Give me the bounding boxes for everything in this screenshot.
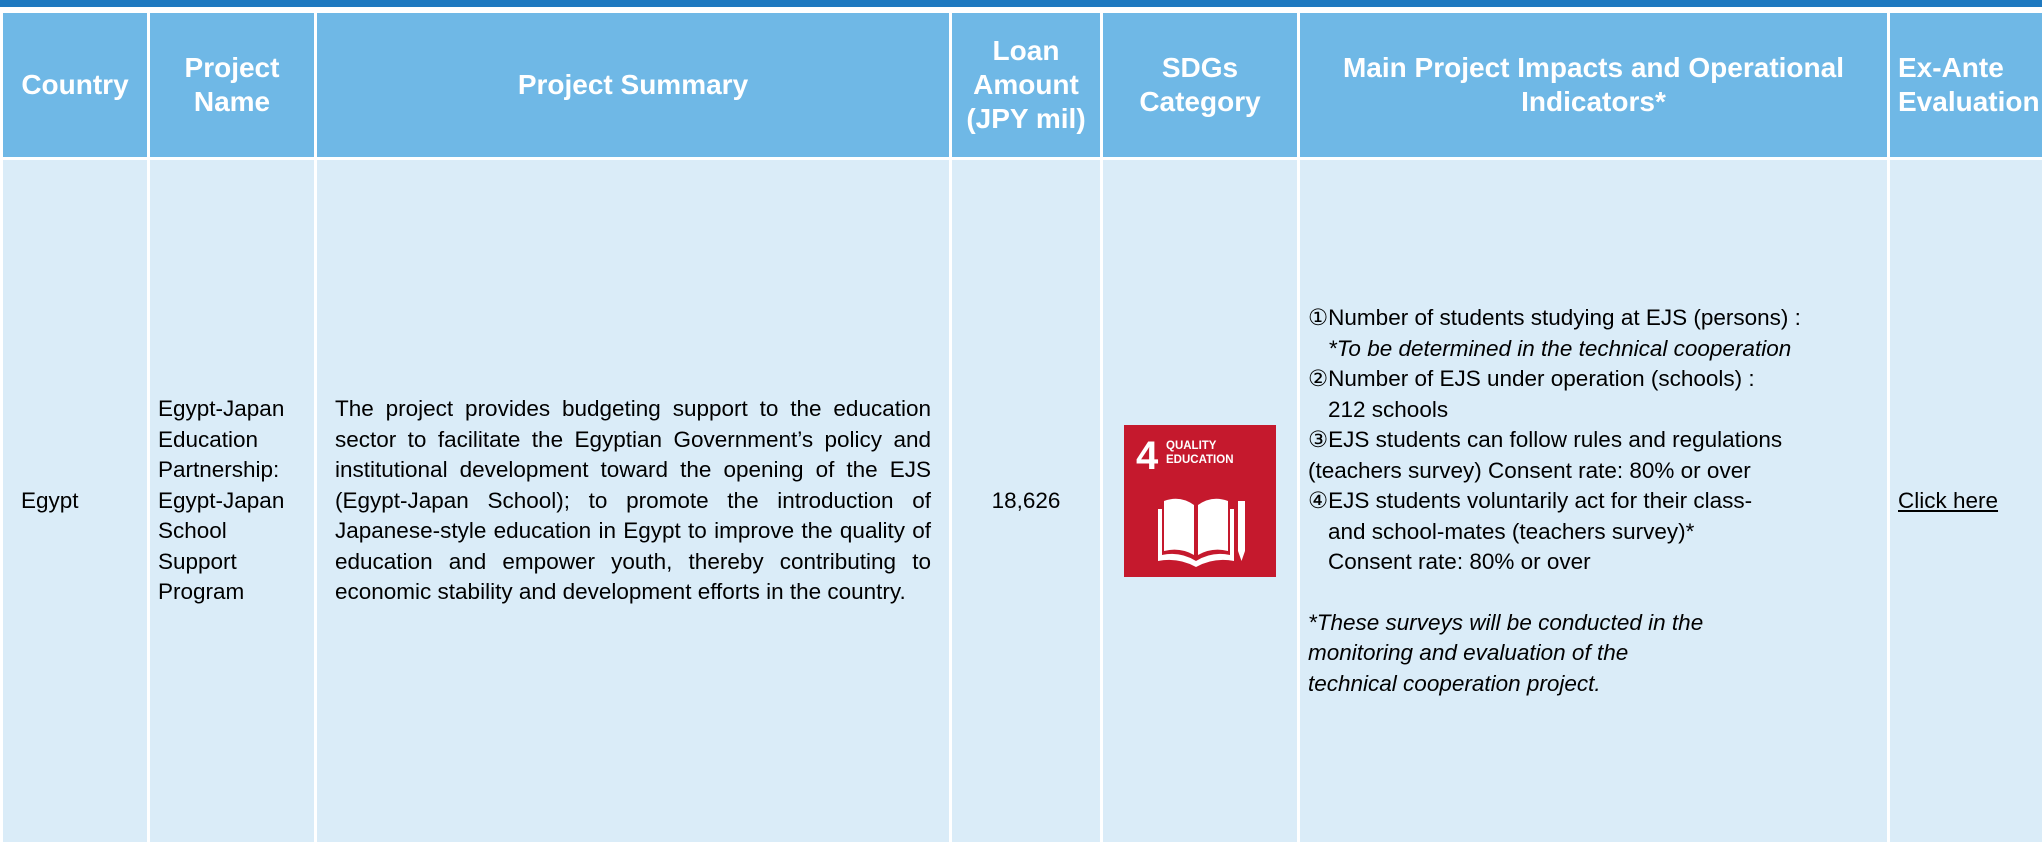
header-cell: Project Name xyxy=(149,12,316,159)
note-line: technical cooperation project. xyxy=(1308,669,1886,700)
header-cell: Loan Amount (JPY mil) xyxy=(951,12,1102,159)
indicator-line: Consent rate: 80% or over xyxy=(1308,547,1886,578)
indicator-line: (teachers survey) Consent rate: 80% or o… xyxy=(1308,456,1886,487)
sdg-number: 4 xyxy=(1136,434,1159,478)
header-row: Country Project Name Project Summary Loa… xyxy=(2,12,2042,159)
header-cell: Ex-Ante Evaluation xyxy=(1889,12,2042,159)
top-band xyxy=(0,0,2042,7)
evaluation-link[interactable]: Click here xyxy=(1898,488,1998,513)
indicator-line: *To be determined in the technical coope… xyxy=(1308,334,1886,365)
project-name: Egypt-Japan Education Partnership: Egypt… xyxy=(149,159,316,844)
indicator-line: 212 schools xyxy=(1308,395,1886,426)
indicators: ①Number of students studying at EJS (per… xyxy=(1299,159,1889,844)
header-cell: Project Summary xyxy=(316,12,951,159)
projects-table: Country Project Name Project Summary Loa… xyxy=(0,10,2042,845)
indicator-line: ②Number of EJS under operation (schools)… xyxy=(1308,364,1886,395)
loan-amount: 18,626 xyxy=(951,159,1102,844)
sdg-cell: 4 QUALITY EDUCATION xyxy=(1102,159,1299,844)
sdg-icon: 4 QUALITY EDUCATION xyxy=(1124,425,1276,577)
sdg-label: EDUCATION xyxy=(1166,454,1234,466)
header-cell: Main Project Impacts and Operational Ind… xyxy=(1299,12,1889,159)
sdg-label: QUALITY xyxy=(1166,440,1217,452)
evaluation-cell: Click here xyxy=(1889,159,2042,844)
indicator-line: ①Number of students studying at EJS (per… xyxy=(1308,303,1886,334)
header-cell: Country xyxy=(2,12,149,159)
indicator-line: ③EJS students can follow rules and regul… xyxy=(1308,425,1886,456)
note-line: monitoring and evaluation of the xyxy=(1308,638,1886,669)
header-cell: SDGs Category xyxy=(1102,12,1299,159)
data-row: Egypt Egypt-Japan Education Partnership:… xyxy=(2,159,2042,844)
summary: The project provides budgeting support t… xyxy=(316,159,951,844)
note-line: *These surveys will be conducted in the xyxy=(1308,608,1886,639)
indicator-line: ④EJS students voluntarily act for their … xyxy=(1308,486,1886,517)
country: Egypt xyxy=(2,159,149,844)
indicator-line: and school-mates (teachers survey)* xyxy=(1308,517,1886,548)
